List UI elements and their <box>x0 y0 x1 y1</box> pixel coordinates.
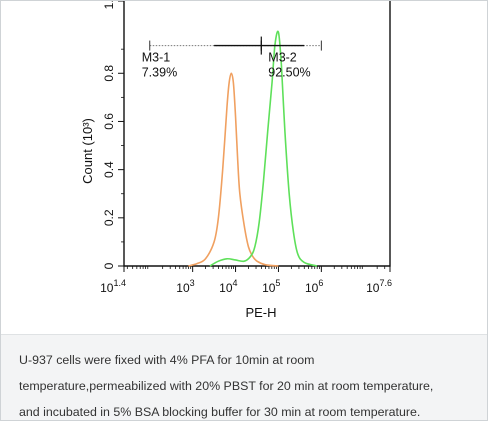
x-tick-label: 107.6 <box>366 278 392 295</box>
gate-2-value: 92.50% <box>268 66 310 80</box>
figure-caption: U-937 cells were fixed with 4% PFA for 1… <box>1 334 487 420</box>
caption-line-3: and incubated in 5% BSA blocking buffer … <box>19 405 421 419</box>
caption-line-1: U-937 cells were fixed with 4% PFA for 1… <box>19 353 315 367</box>
y-tick-label: 0.8 <box>102 65 116 82</box>
y-tick-label: 1.1 <box>102 1 116 9</box>
axes-frame <box>123 1 391 267</box>
y-tick-label: 0.2 <box>102 209 116 226</box>
x-tick-label: 106 <box>305 278 323 295</box>
histogram-series-2 <box>209 30 318 267</box>
y-tick-label: 0.4 <box>102 161 116 178</box>
gate-2-label: M3-2 <box>268 51 297 65</box>
gate-1-value: 7.39% <box>142 66 177 80</box>
x-tick-label: 101.4 <box>100 278 126 295</box>
x-tick-label: 105 <box>262 278 280 295</box>
x-tick-label: 104 <box>219 278 237 295</box>
x-axis-label: PE-H <box>245 305 276 320</box>
flow-cytometry-histogram: 101.4 103 104 105 106 107.6 0 0.2 0.4 0.6 0.8 1.1 PE… <box>80 1 392 320</box>
x-tick-label: 103 <box>176 278 194 295</box>
plot-area: 101.4 103 104 105 106 107.6 0 0.2 0.4 0.6 0.8 1.1 PE… <box>1 1 487 334</box>
caption-line-2: temperature,permeabilized with 20% PBST … <box>19 379 434 393</box>
gate-1-label: M3-1 <box>142 51 171 65</box>
y-tick-label: 0.6 <box>102 113 116 130</box>
histogram-series-1 <box>188 72 279 267</box>
y-axis-label: Count (10³) <box>80 118 95 184</box>
y-tick-label: 0 <box>102 262 116 269</box>
